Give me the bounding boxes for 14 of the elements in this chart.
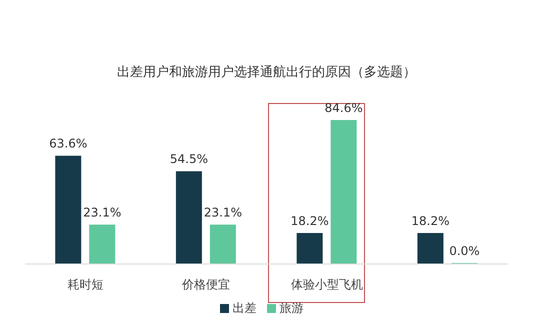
data-label: 23.1% bbox=[83, 206, 122, 220]
data-label: 63.6% bbox=[49, 136, 88, 151]
data-label: 23.1% bbox=[204, 206, 242, 220]
chart-title: 出差用户和旅游用户选择通航出行的原因（多选题） bbox=[116, 64, 417, 81]
data-label: 18.2% bbox=[411, 214, 450, 228]
x-tick-label: 体验小型飞机 bbox=[290, 278, 363, 292]
x-tick-label: 耗时短 bbox=[67, 278, 104, 292]
data-label: 18.2% bbox=[290, 214, 329, 228]
data-label: 84.6% bbox=[324, 101, 363, 115]
legend-label: 出差 bbox=[232, 301, 256, 315]
data-label: 0.0% bbox=[449, 244, 480, 258]
data-label: 54.5% bbox=[170, 152, 208, 166]
legend-label: 旅游 bbox=[280, 301, 304, 315]
x-tick-label: 价格便宜 bbox=[181, 278, 230, 292]
